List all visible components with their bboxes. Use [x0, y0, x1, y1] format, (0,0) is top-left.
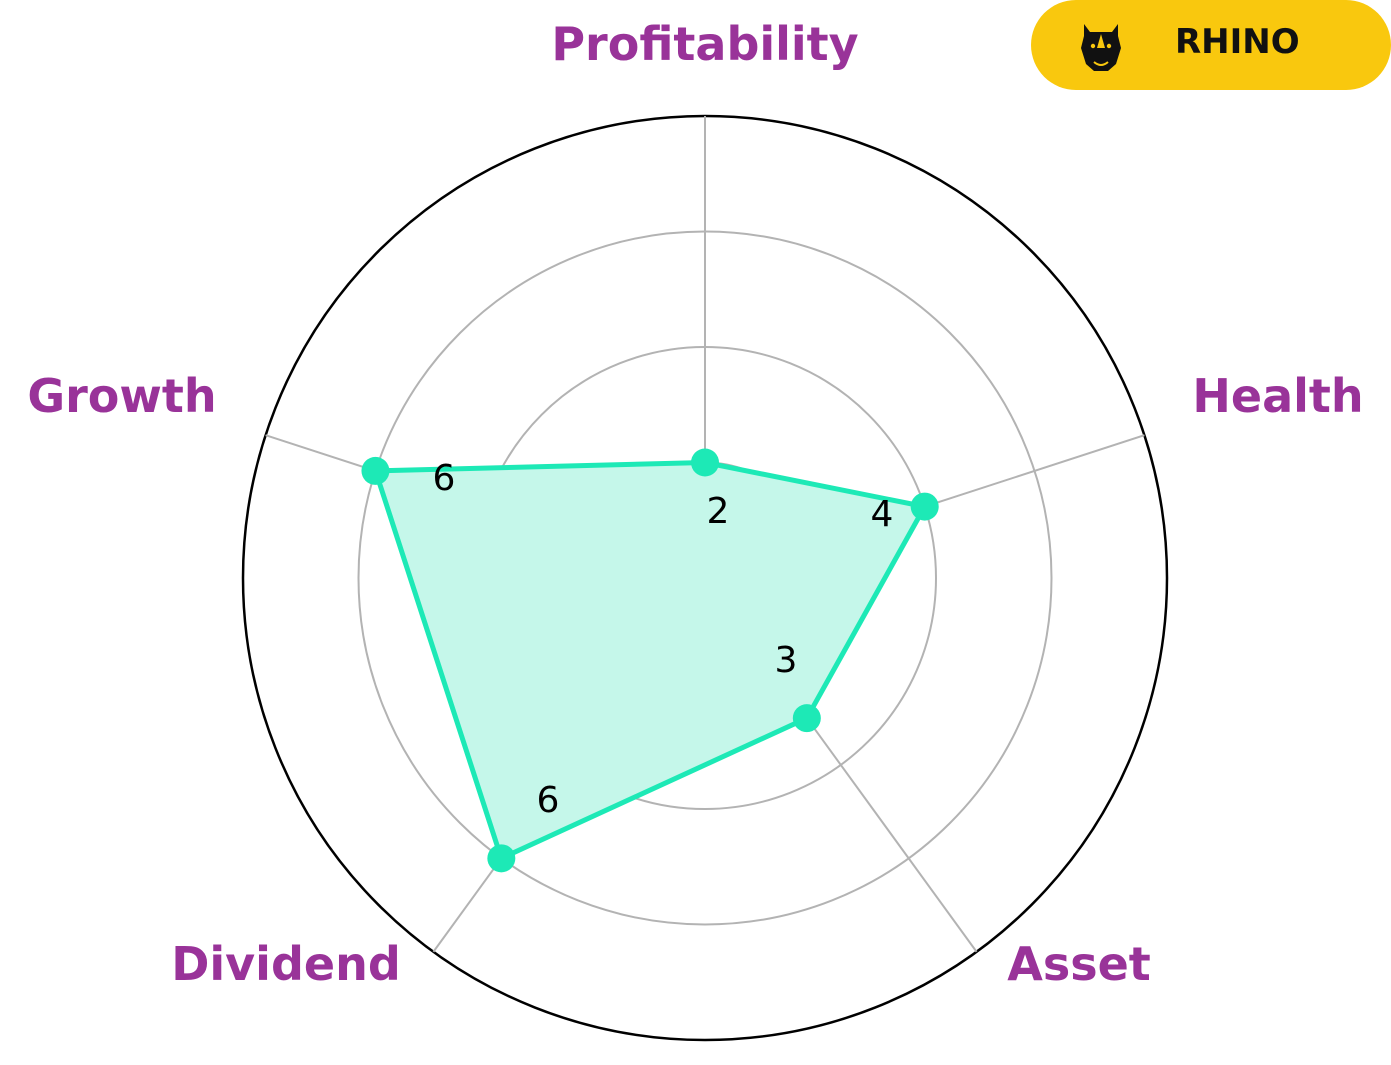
point-growth	[361, 456, 390, 485]
series-line	[373, 460, 928, 861]
brand-name: RHINO	[1175, 22, 1300, 62]
value-label-asset: 3	[775, 640, 798, 681]
value-label-profitability: 2	[707, 491, 730, 532]
value-label-health: 4	[871, 494, 894, 535]
point-asset	[792, 704, 821, 733]
axis-label-dividend: Dividend	[171, 937, 401, 991]
value-label-growth: 6	[433, 458, 456, 499]
axis-label-growth: Growth	[27, 369, 216, 423]
axis-label-health: Health	[1192, 369, 1363, 423]
series-layer	[361, 448, 939, 873]
point-health	[910, 492, 939, 521]
point-profitability	[691, 448, 719, 477]
point-dividend	[487, 844, 516, 873]
axis-label-asset: Asset	[1007, 937, 1151, 991]
label-layer: 2 4 3 6 6 Profitability Health Asset Dividend Gro…	[27, 17, 1363, 991]
axis-label-profitability: Profitability	[551, 17, 858, 71]
series-fill	[375, 462, 925, 859]
rhino-icon	[1081, 24, 1121, 71]
value-label-dividend: 6	[537, 780, 560, 821]
